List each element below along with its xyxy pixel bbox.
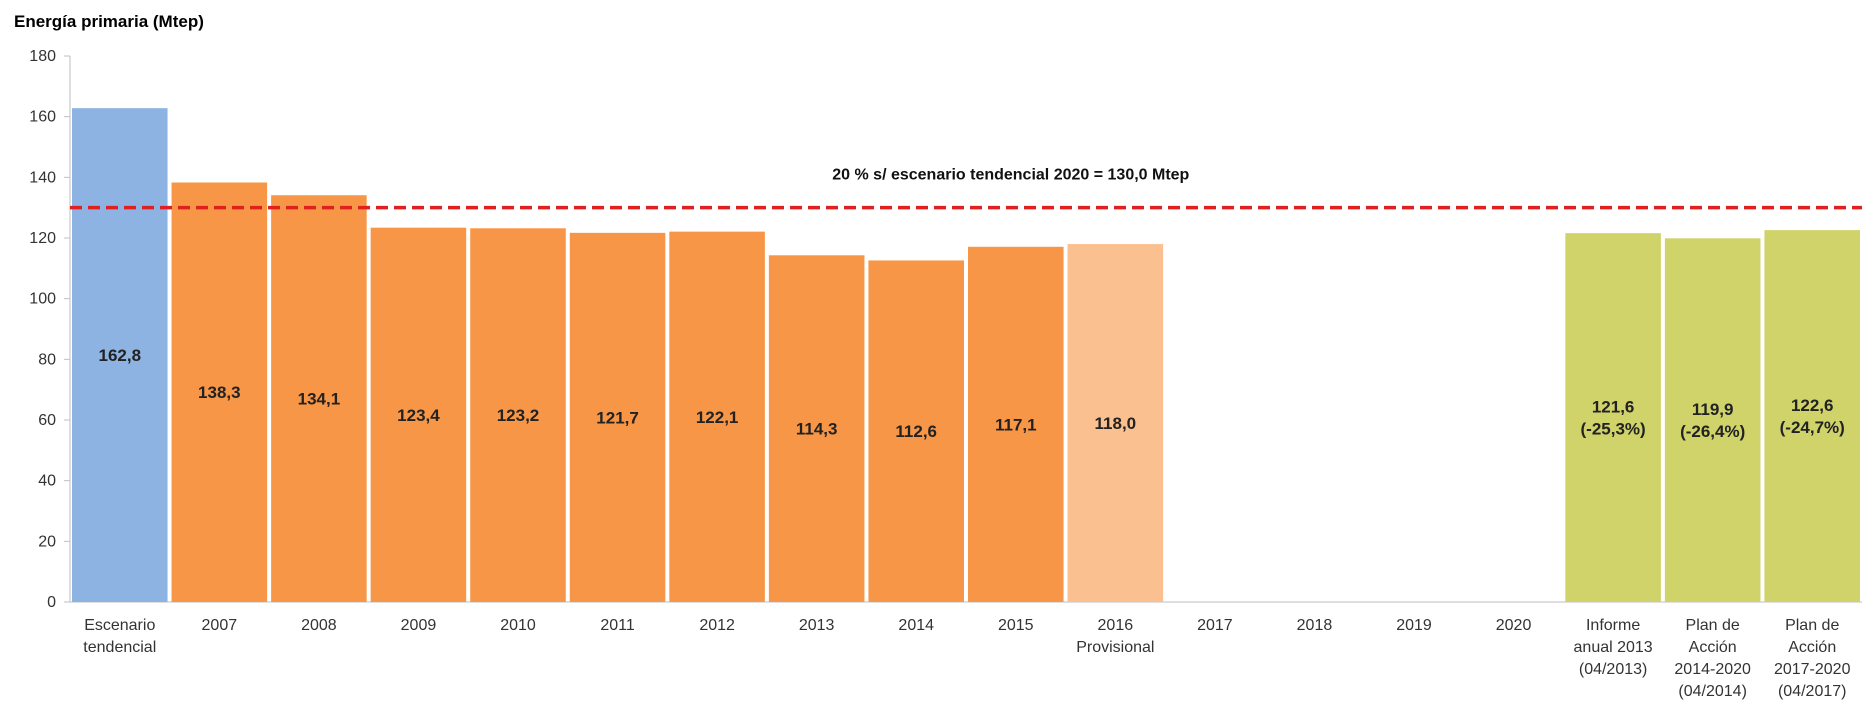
category-label: anual 2013 [1574, 639, 1653, 656]
y-tick-label: 60 [38, 412, 56, 429]
bar [1664, 238, 1761, 602]
data-label: 134,1 [298, 390, 341, 409]
bar [868, 260, 964, 602]
data-label: 117,1 [995, 415, 1037, 434]
reference-line-label: 20 % s/ escenario tendencial 2020 = 130,… [832, 167, 1189, 184]
category-label: 2010 [500, 617, 536, 634]
data-label: 122,1 [696, 408, 739, 427]
bar [1067, 244, 1164, 603]
bar [470, 228, 566, 602]
bar [370, 227, 467, 603]
y-tick-label: 20 [38, 533, 56, 550]
category-label: 2017 [1197, 617, 1233, 634]
category-label: Provisional [1076, 639, 1154, 656]
category-label: 2014 [898, 617, 934, 634]
y-axis: 0 20 40 60 80 100 120 140 160 180 [29, 48, 1862, 611]
y-tick-label: 160 [29, 109, 56, 126]
category-label: Acción [1689, 639, 1737, 656]
category-label: 2012 [699, 617, 735, 634]
category-label: Plan de [1686, 617, 1740, 634]
category-label: 2018 [1297, 617, 1333, 634]
y-tick-label: 140 [29, 169, 56, 186]
category-label: 2014-2020 [1674, 661, 1751, 678]
category-label: 2011 [600, 617, 635, 634]
category-label: 2008 [301, 617, 337, 634]
reference-line-group: 20 % s/ escenario tendencial 2020 = 130,… [70, 167, 1862, 210]
category-label: 2013 [799, 617, 835, 634]
y-tick-label: 0 [47, 594, 56, 611]
data-label: 162,8 [99, 346, 142, 365]
category-label: Informe [1586, 617, 1640, 634]
data-label: 121,7 [596, 408, 639, 427]
category-label: (04/2014) [1678, 683, 1747, 700]
category-label: Escenario [84, 617, 155, 634]
y-tick-label: 100 [29, 291, 56, 308]
data-label: (-25,3%) [1581, 420, 1646, 439]
bar [171, 182, 268, 603]
data-label: 122,6 [1791, 396, 1834, 415]
data-label: 118,0 [1095, 414, 1137, 433]
data-label: 114,3 [796, 420, 838, 439]
data-label: 112,6 [895, 422, 937, 441]
bar [768, 255, 865, 603]
data-label: 119,9 [1692, 400, 1734, 419]
data-label: 123,2 [497, 406, 540, 425]
category-label: (04/2017) [1778, 683, 1847, 700]
category-label: Acción [1788, 639, 1836, 656]
bar [72, 108, 168, 602]
category-label: 2015 [998, 617, 1034, 634]
category-label: Plan de [1785, 617, 1839, 634]
y-tick-label: 80 [38, 351, 56, 368]
category-label: 2019 [1396, 617, 1432, 634]
y-tick-label: 40 [38, 473, 56, 490]
y-axis-title: Energía primaria (Mtep) [14, 12, 204, 31]
y-tick-label: 180 [29, 48, 56, 65]
category-label: 2016 [1098, 617, 1134, 634]
category-label: (04/2013) [1579, 661, 1648, 678]
bar [569, 232, 666, 603]
data-label: (-26,4%) [1680, 422, 1745, 441]
data-label: 123,4 [397, 406, 440, 425]
data-labels: 162,8 138,3 134,1 123,4 123,2 121,7 122,1 114,3… [99, 346, 1845, 441]
bars [72, 108, 1860, 603]
y-tick-label: 120 [29, 230, 56, 247]
category-label: 2020 [1496, 617, 1532, 634]
bar [968, 246, 1064, 602]
category-label: tendencial [83, 639, 156, 656]
category-label: 2007 [202, 617, 238, 634]
data-label: (-24,7%) [1780, 418, 1845, 437]
category-label: 2009 [401, 617, 437, 634]
data-label: 138,3 [198, 383, 241, 402]
data-label: 121,6 [1592, 398, 1635, 417]
bar [669, 231, 765, 602]
category-labels: Escenario tendencial 2007 2008 2009 2010 2011 2… [83, 617, 1850, 700]
bar [271, 195, 367, 603]
category-label: 2017-2020 [1774, 661, 1851, 678]
bar [1764, 230, 1860, 602]
bar [1565, 233, 1661, 602]
